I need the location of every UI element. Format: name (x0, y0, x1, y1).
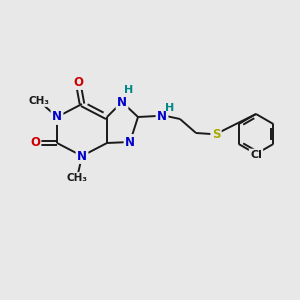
Text: H: H (165, 103, 175, 113)
Text: N: N (157, 110, 167, 122)
Text: O: O (73, 76, 83, 88)
Text: N: N (77, 149, 87, 163)
Text: O: O (30, 136, 40, 149)
Text: N: N (117, 95, 127, 109)
Text: CH₃: CH₃ (67, 173, 88, 183)
Text: Cl: Cl (250, 150, 262, 160)
Text: H: H (124, 85, 134, 95)
Text: N: N (125, 136, 135, 148)
Text: S: S (212, 128, 220, 140)
Text: CH₃: CH₃ (28, 96, 50, 106)
Text: N: N (52, 110, 62, 124)
